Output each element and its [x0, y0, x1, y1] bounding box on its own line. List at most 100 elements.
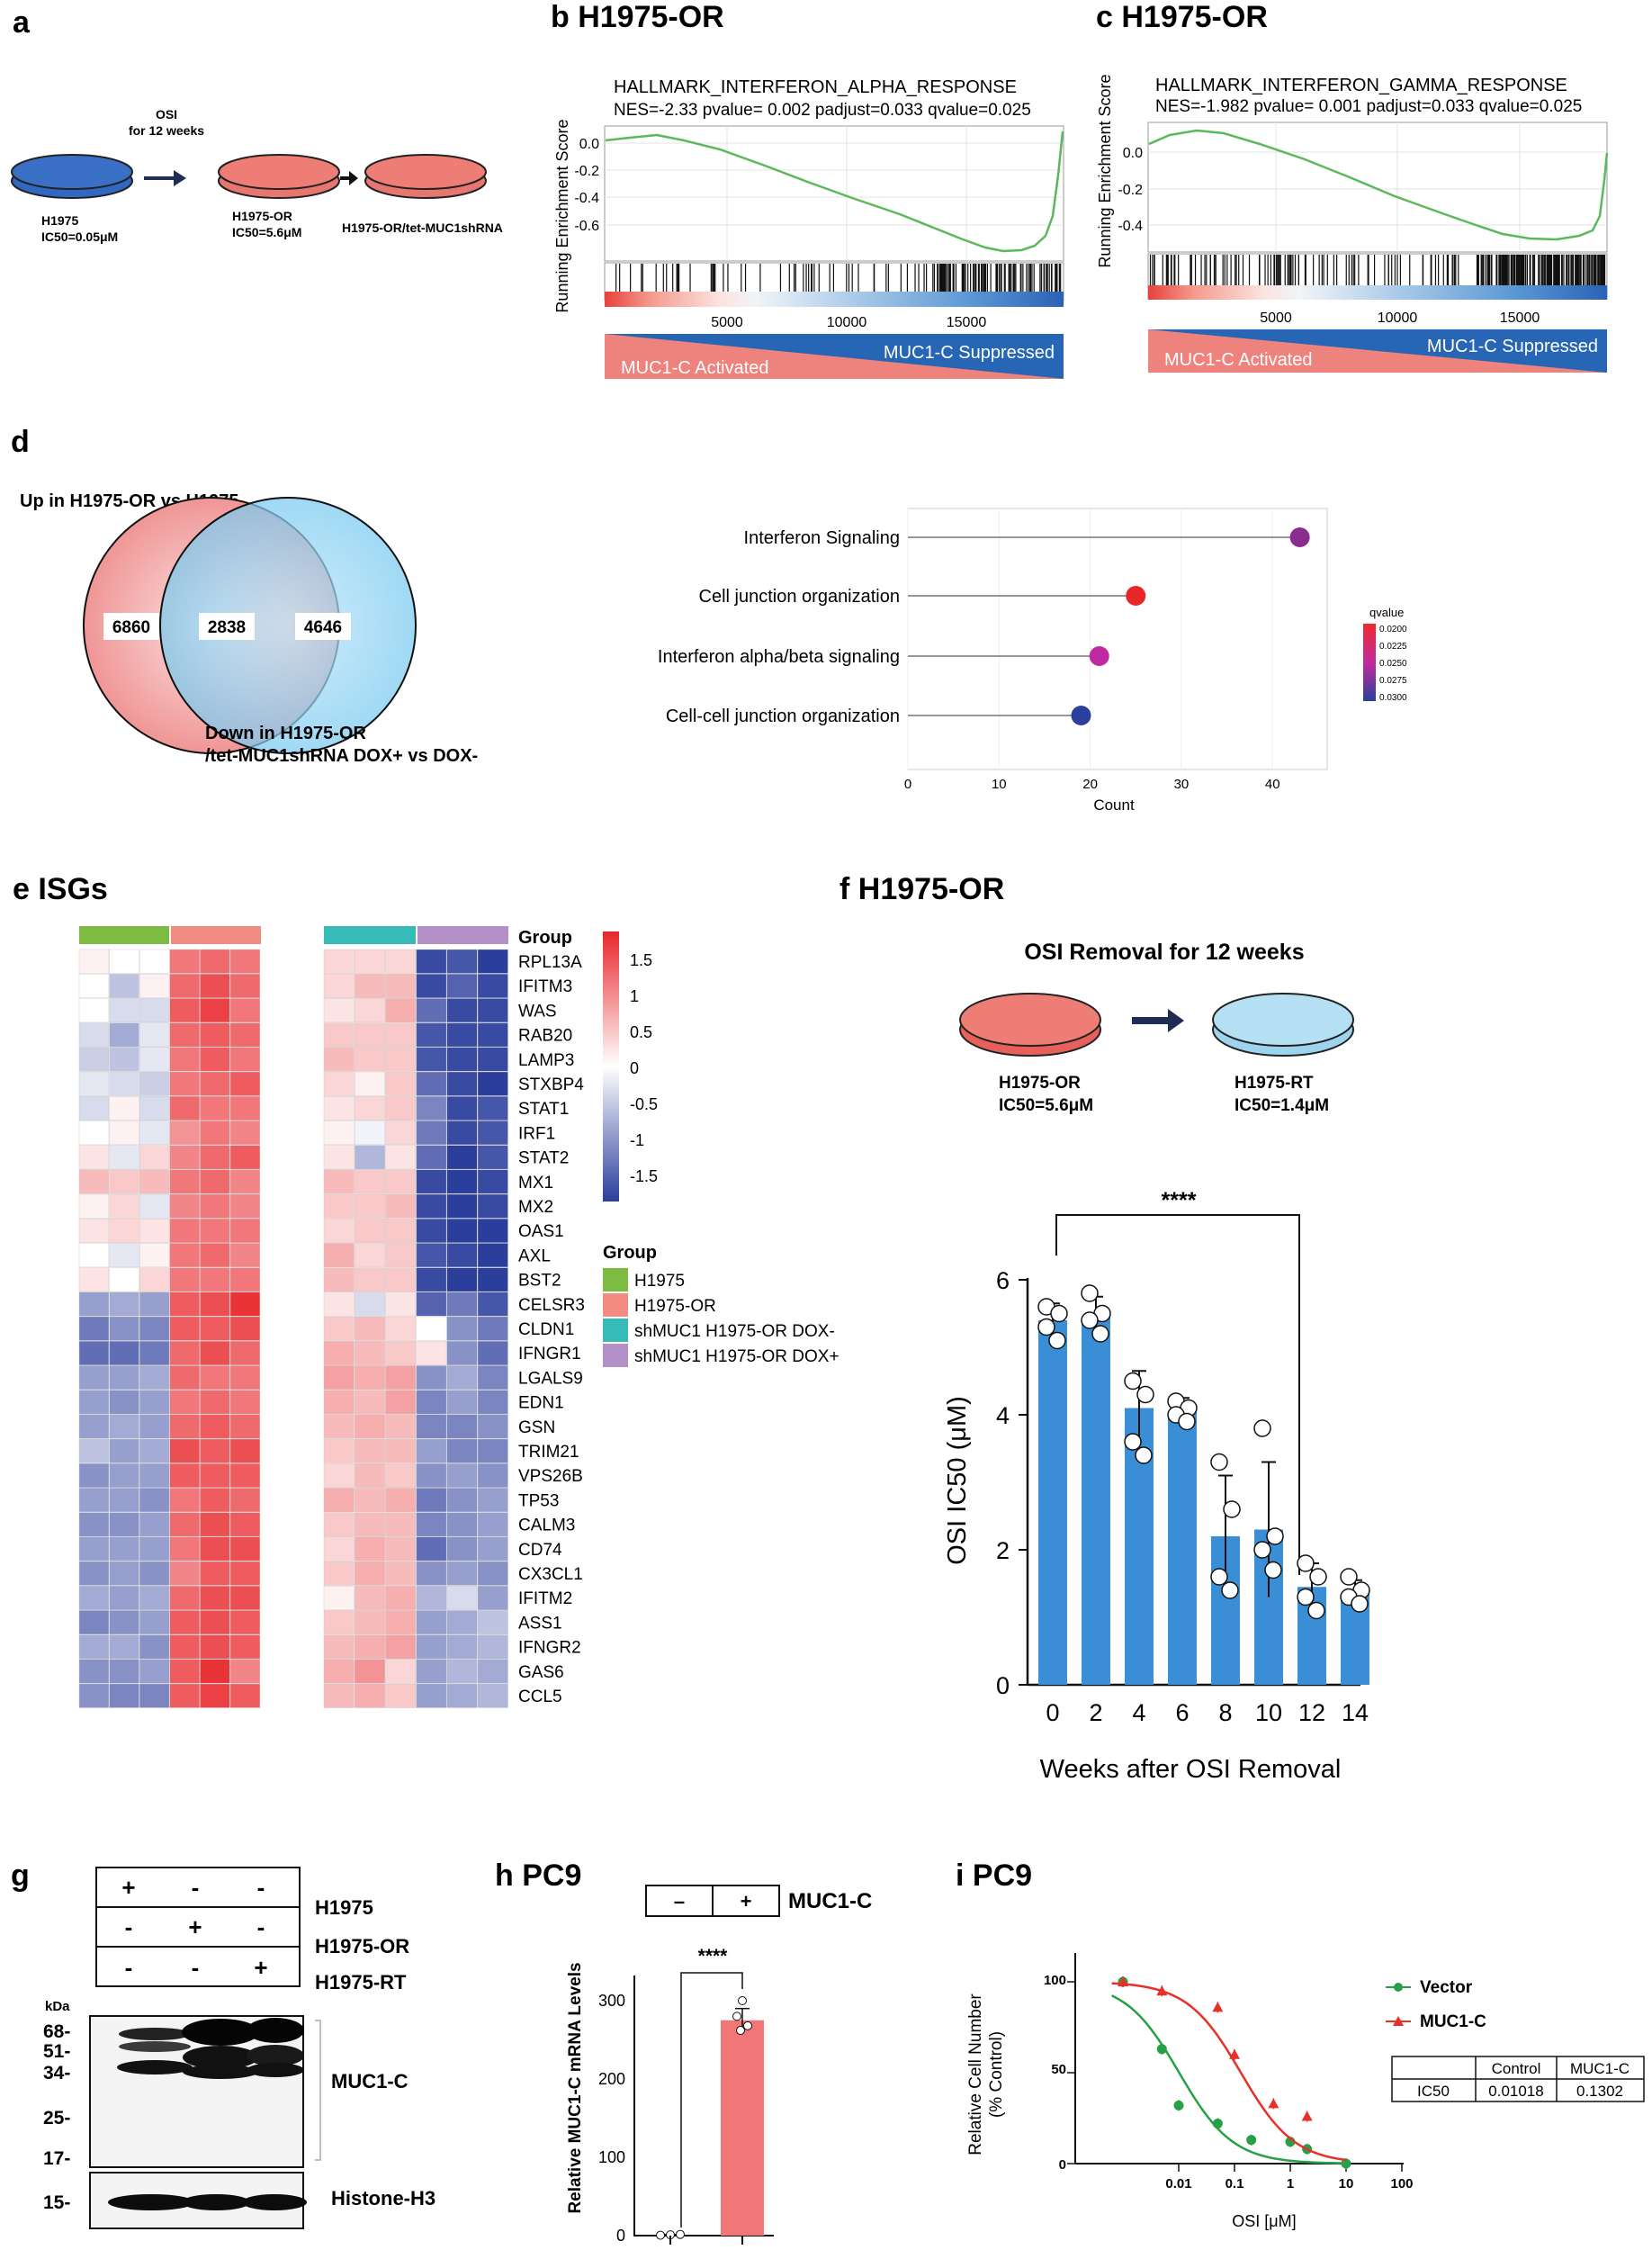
treatment-line2: for 12 weeks	[129, 123, 204, 138]
heatmap-cell	[200, 1414, 230, 1439]
heatmap-cell	[200, 1683, 230, 1708]
arrow-icon	[144, 170, 186, 186]
h-ytick: 200	[598, 2070, 625, 2088]
lollipop-grid: 0 10 20 30 40	[904, 508, 1280, 792]
bar-f-point	[1135, 1446, 1153, 1464]
heatmap-cell	[109, 1634, 139, 1660]
heatmap-cell	[416, 1316, 447, 1341]
heatmap-cell	[78, 1462, 110, 1488]
mw-marker: 25-	[43, 2108, 70, 2128]
group-bar-dox-plus	[417, 926, 508, 944]
heatmap-scale-tick: -1	[630, 1131, 644, 1149]
ic50-table-header: Control	[1492, 2060, 1541, 2077]
heatmap-cell	[169, 1095, 200, 1120]
heatmap-cell	[169, 973, 200, 998]
heatmap-scale-bar	[603, 932, 619, 1202]
bar-f-ytick: 2	[996, 1537, 1010, 1564]
heatmap-cell	[385, 1659, 417, 1684]
heatmap-cell	[477, 1340, 508, 1365]
venn-right-count: 4646	[304, 618, 342, 637]
heatmap-cell	[169, 1683, 200, 1708]
heatmap-cell	[229, 998, 261, 1023]
heatmap-cell	[78, 949, 110, 974]
heatmap-cell	[139, 1218, 170, 1243]
gsea-b-rank-bar	[605, 292, 1064, 307]
heatmap-cell	[355, 1438, 385, 1463]
row-label-h1975-rt: H1975-RT	[315, 1971, 407, 1994]
gsea-b-geneset: HALLMARK_INTERFERON_ALPHA_RESPONSE	[614, 77, 1017, 97]
heatmap-cell	[78, 1292, 110, 1317]
bar-f-ylabel: OSI IC50 (μM)	[943, 1396, 972, 1565]
heatmap-cell	[169, 1316, 200, 1341]
heatmap-cell	[78, 1536, 110, 1562]
heatmap-cell	[169, 998, 200, 1023]
gene-label: STAT1	[518, 1100, 569, 1119]
heatmap-cell	[78, 1267, 110, 1292]
heatmap-cell	[385, 1267, 417, 1292]
heatmap-cell	[416, 1145, 447, 1170]
heatmap-cell	[229, 1047, 261, 1072]
gene-label: MX2	[518, 1198, 553, 1217]
heatmap-cell	[385, 949, 417, 974]
heatmap-cell	[446, 1218, 478, 1243]
heatmap-cell	[355, 1683, 385, 1708]
heatmap-scale-tick: 1.5	[630, 951, 652, 969]
h-ytick: 300	[598, 1992, 625, 2010]
heatmap-cell	[200, 1634, 230, 1660]
heatmap-cell	[355, 1414, 385, 1439]
heatmap-cell	[139, 1390, 170, 1415]
h-bar-marks	[656, 1996, 764, 2245]
heatmap-cell	[477, 1462, 508, 1488]
heatmap-cell	[78, 1022, 110, 1048]
heatmap-cell	[78, 1659, 110, 1684]
heatmap-cell	[169, 1340, 200, 1365]
heatmap-cell	[416, 1536, 447, 1562]
heatmap-cell	[385, 1316, 417, 1341]
gsea-b-curve	[605, 130, 1064, 253]
heatmap-cell	[416, 1512, 447, 1537]
dish-h1975-or-f	[959, 993, 1101, 1057]
heatmap-cell	[477, 1243, 508, 1268]
gsea-c-xtick: 5000	[1260, 310, 1292, 326]
gsea-c-plot-frame	[1147, 122, 1608, 253]
heatmap-cell	[385, 1193, 417, 1219]
qvalue-tick: 0.0225	[1379, 642, 1407, 652]
gsea-c-ytick: -0.2	[1118, 183, 1143, 198]
gene-label: RPL13A	[518, 953, 582, 972]
heatmap-cell	[200, 1267, 230, 1292]
bar-f-point	[1210, 1453, 1228, 1472]
i-xlabel: OSI [μM]	[1232, 2212, 1296, 2230]
heatmap-cell	[169, 1267, 200, 1292]
heatmap-group-header: Group	[518, 928, 572, 948]
heatmap-cell	[323, 1120, 355, 1146]
heatmap-cell	[323, 1267, 355, 1292]
heatmap-cell	[323, 1169, 355, 1194]
small-arrow-icon	[340, 171, 358, 185]
lollipop-xtick: 10	[992, 777, 1007, 792]
heatmap-cell	[169, 1292, 200, 1317]
gene-label: LGALS9	[518, 1369, 583, 1388]
heatmap-cell	[229, 949, 261, 974]
heatmap-cell	[229, 1585, 261, 1610]
heatmap-cell	[109, 1095, 139, 1120]
heatmap-cell	[229, 1462, 261, 1488]
dish2-ic50: IC50=5.6μM	[232, 225, 301, 239]
heatmap-cell	[109, 1267, 139, 1292]
heatmap-cell	[323, 1536, 355, 1562]
h-ytick: 100	[598, 2148, 625, 2166]
heatmap-cell	[229, 1438, 261, 1463]
heatmap-cell	[385, 998, 417, 1023]
heatmap-cell	[229, 1365, 261, 1390]
bar-f-point	[1081, 1311, 1099, 1329]
heatmap-cell	[477, 1292, 508, 1317]
heatmap-cell	[446, 1414, 478, 1439]
lollipop-dot	[1089, 646, 1109, 666]
panel-d: d Up in H1975-OR vs H1975 6860 2838 4646…	[11, 425, 1407, 814]
h-bar	[721, 2020, 764, 2236]
heatmap-cell	[385, 1438, 417, 1463]
heatmap-cell	[385, 1022, 417, 1048]
heatmap-cell	[78, 1561, 110, 1586]
bar-f-point	[1221, 1581, 1239, 1599]
h-point	[743, 2020, 752, 2030]
